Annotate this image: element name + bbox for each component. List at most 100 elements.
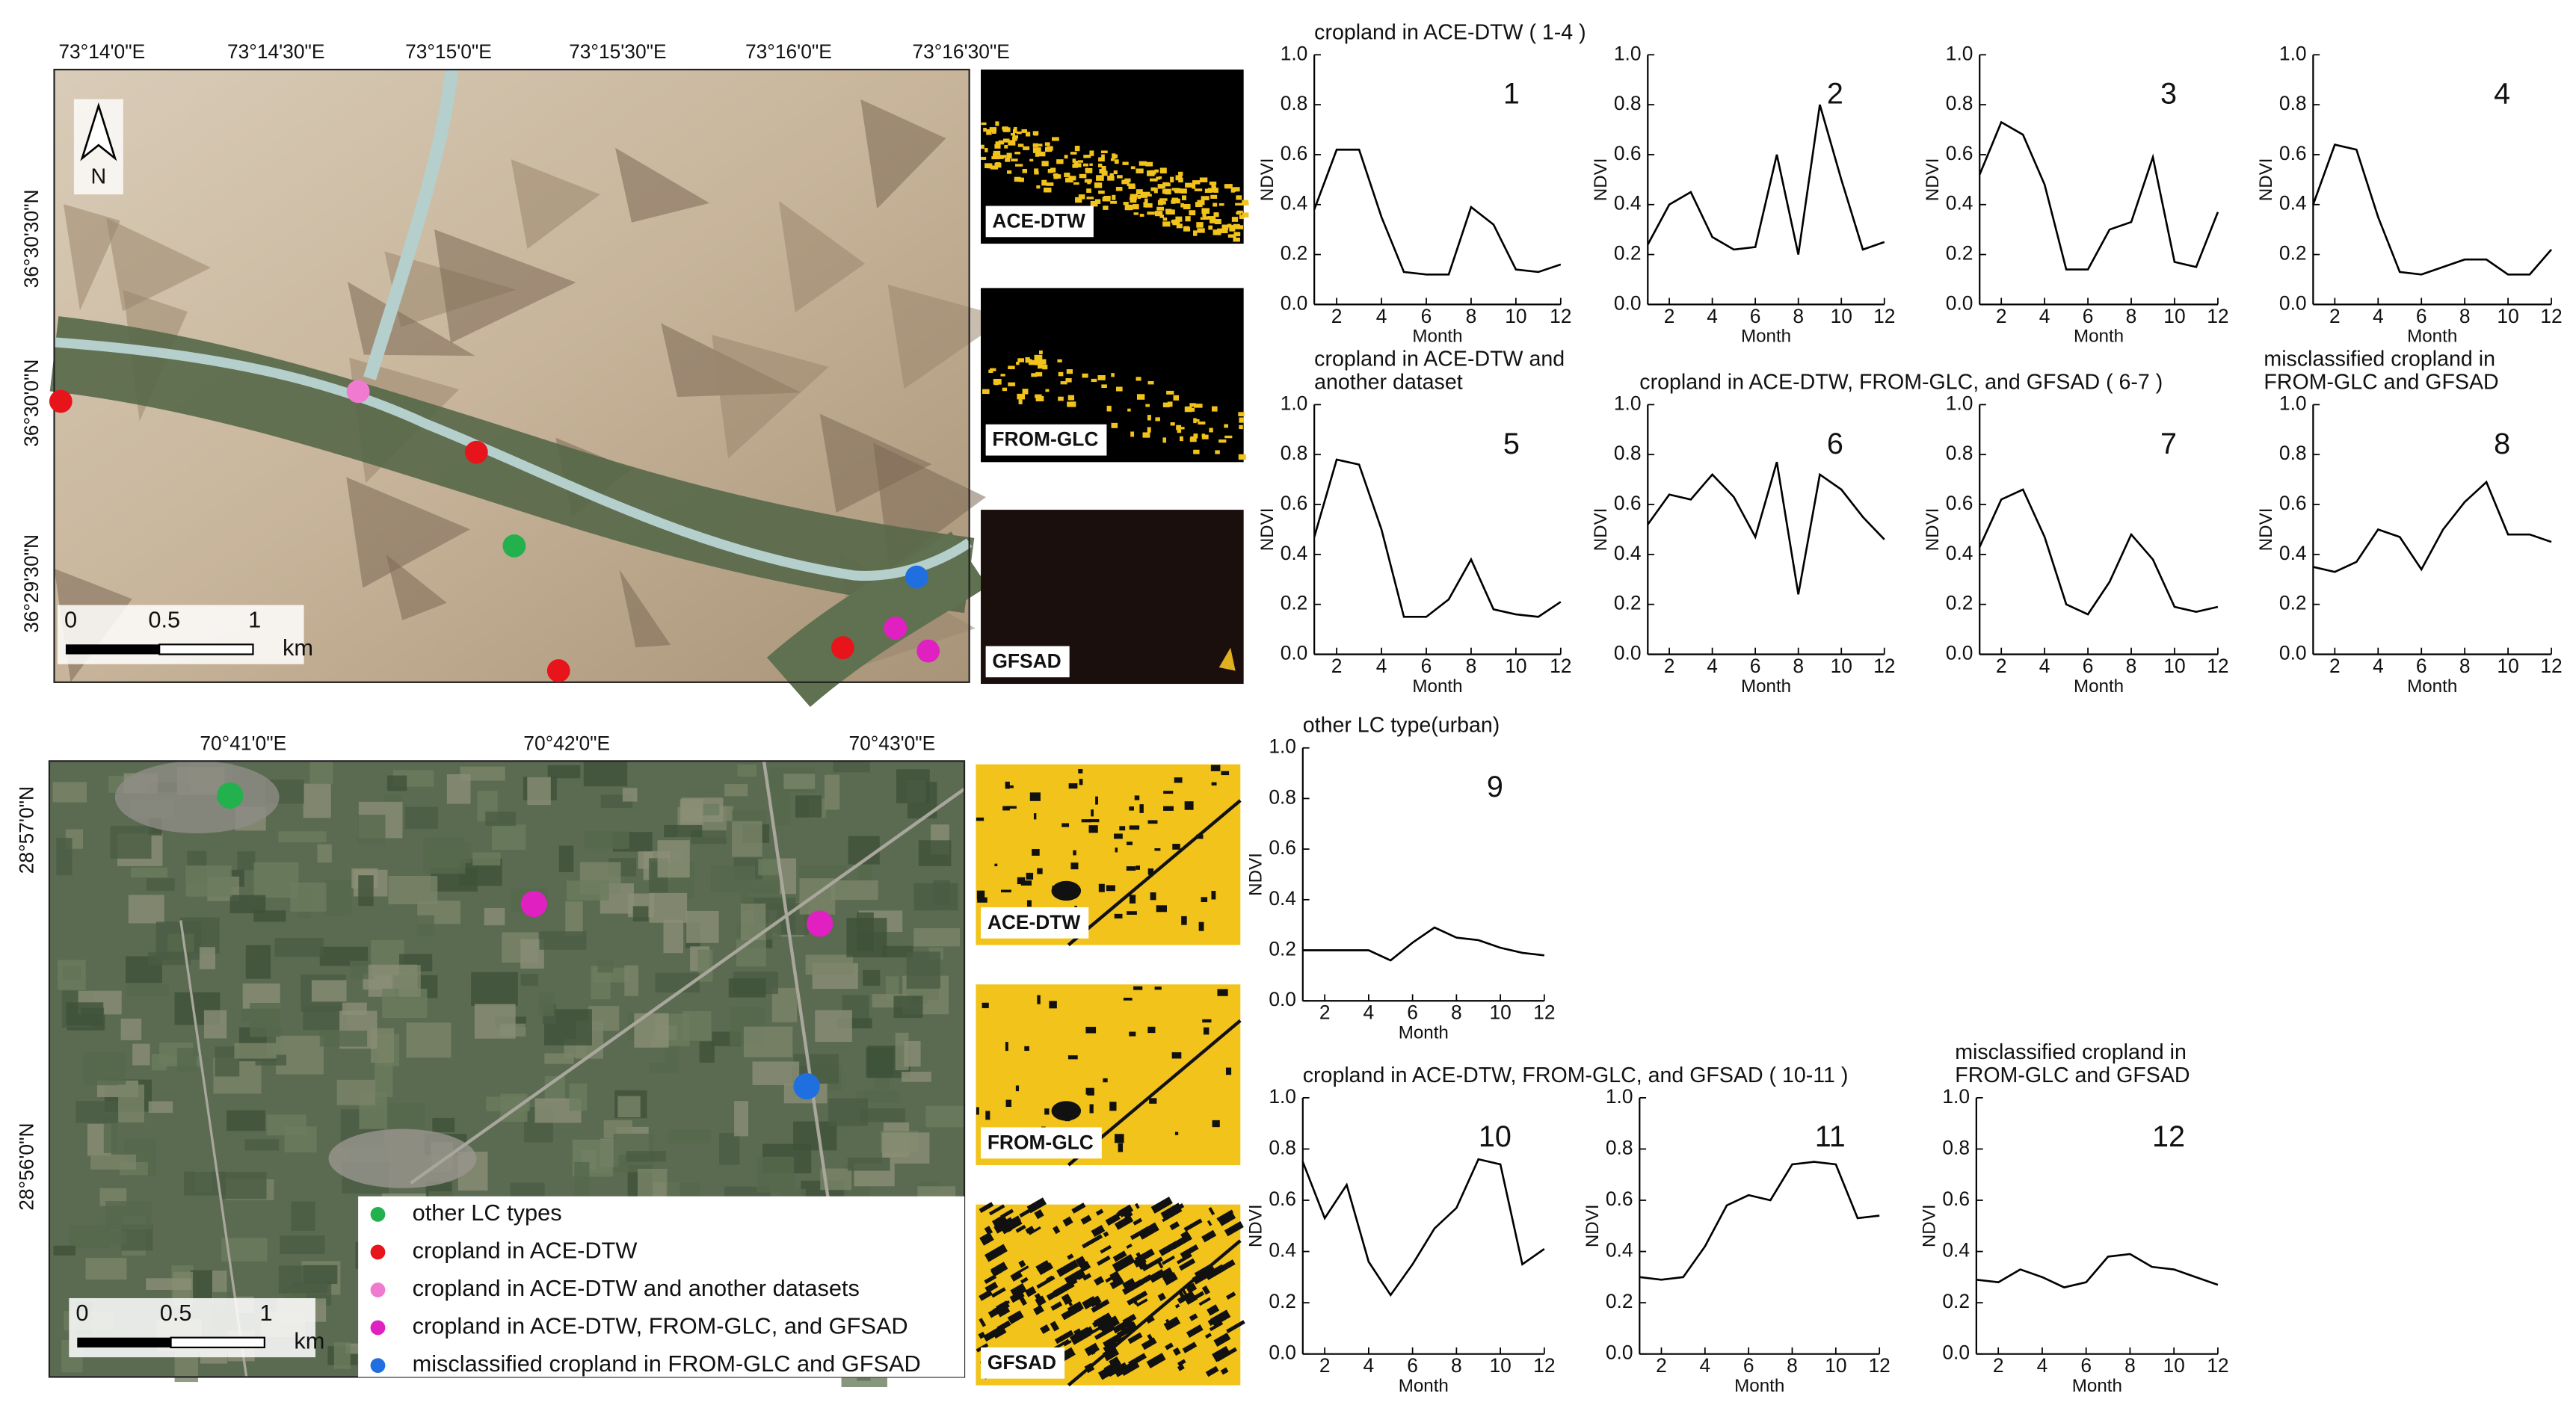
pixel [1005, 1042, 1008, 1052]
pixel [1185, 216, 1191, 222]
map-label-box [981, 1347, 1065, 1379]
pixel [1107, 1362, 1128, 1377]
pixel [979, 1289, 993, 1301]
coordinate-label: 70°43'0"E [848, 732, 935, 754]
map-frame [53, 68, 970, 683]
pixel [1176, 223, 1183, 229]
pixel [1233, 237, 1240, 242]
pixel [1124, 204, 1133, 211]
pixel [1105, 1213, 1121, 1226]
pixel [1010, 1270, 1023, 1282]
pixel [1079, 173, 1087, 179]
legend-marker [370, 1358, 386, 1373]
pixel [1218, 1211, 1236, 1226]
ndvi-line [1979, 488, 2219, 616]
map-label: FROM-GLC [987, 1131, 1094, 1153]
field [805, 954, 854, 975]
field [118, 1084, 145, 1123]
pixel [1050, 1301, 1063, 1311]
field [358, 875, 374, 907]
pixel [1199, 177, 1208, 182]
y-tick-label: 0.6 [1269, 836, 1296, 859]
pixel [1171, 220, 1180, 224]
y-tick-label: 0.4 [1281, 542, 1308, 564]
field [440, 842, 472, 863]
pixel [1147, 820, 1158, 824]
pixel [1091, 1224, 1106, 1238]
pixel [1112, 154, 1118, 158]
y-tick-label: 0.4 [1269, 1239, 1296, 1262]
pixel [1214, 219, 1221, 225]
pixel [1224, 1220, 1244, 1237]
ndvi-chart: 0.0 0.2 0.4 0.6 0.8 1.0 2 4 6 8 10 12 Month NDVI 7 [1923, 392, 2228, 696]
pixel [1082, 1273, 1092, 1281]
sample-point [546, 659, 570, 682]
x-tick-label: 10 [2497, 305, 2518, 327]
pixel [1156, 176, 1161, 180]
pixel [1202, 1019, 1212, 1023]
ndvi-chart: 0.0 0.2 0.4 0.6 0.8 1.0 2 4 6 8 10 12 Month NDVI 10 cro… [1246, 1063, 1849, 1396]
pixel [1178, 1291, 1186, 1300]
pixel [1078, 194, 1085, 200]
pixel [1242, 200, 1248, 204]
x-tick-label: 8 [2459, 655, 2471, 677]
y-tick-label: 0.6 [1281, 492, 1308, 514]
x-tick-label: 6 [1407, 1001, 1418, 1024]
pixel [1082, 1234, 1103, 1249]
pixel [1005, 781, 1010, 789]
pixel [1212, 229, 1221, 235]
pixel [1169, 1221, 1180, 1231]
pixel [1114, 159, 1119, 164]
pixel [1157, 1292, 1166, 1301]
y-axis-label: NDVI [1923, 158, 1943, 201]
pixel [1147, 212, 1155, 215]
pixel [979, 1202, 994, 1214]
field [278, 831, 327, 843]
pixel [1165, 188, 1171, 195]
chart-title: cropland in ACE-DTW, FROM-GLC, and GFSAD… [1639, 370, 2163, 394]
pixel [1045, 146, 1053, 152]
north-arrow [80, 102, 117, 161]
ndvi-line [1976, 1253, 2219, 1288]
pixel [1237, 225, 1244, 229]
pixel [1195, 419, 1200, 422]
chart-title: misclassified cropland in [1955, 1040, 2187, 1064]
pixel [1050, 167, 1056, 173]
field [833, 761, 870, 773]
sample-point [346, 380, 370, 404]
y-axis-label: NDVI [2256, 158, 2276, 201]
scale-label: 0.5 [148, 607, 180, 633]
field [544, 1053, 574, 1064]
legend-label: other LC types [413, 1200, 562, 1226]
pixel [1238, 454, 1246, 460]
pixel [1101, 154, 1105, 158]
field [146, 878, 175, 891]
pixel [1230, 187, 1235, 193]
ndvi-line [1313, 458, 1562, 618]
x-tick-label: 12 [1550, 655, 1571, 677]
pixel [1165, 211, 1171, 214]
map-label: ACE-DTW [987, 911, 1081, 933]
legend-box [358, 1196, 965, 1377]
pixel [1133, 1255, 1147, 1268]
field [375, 1061, 393, 1098]
pixel [977, 897, 987, 903]
ndvi-chart: 0.0 0.2 0.4 0.6 0.8 1.0 2 4 6 8 10 12 Month NDVI 9 othe… [1246, 714, 1556, 1043]
pixel [1032, 848, 1040, 856]
pixel [1133, 986, 1143, 990]
pixel [1111, 373, 1115, 377]
ndvi-chart: 0.0 0.2 0.4 0.6 0.8 1.0 2 4 6 8 10 12 Month NDVI 6 crop… [1591, 370, 2163, 696]
pixel [1021, 129, 1028, 133]
pixel [979, 1318, 987, 1327]
x-tick-label: 4 [1376, 305, 1387, 327]
pixel [1133, 1217, 1143, 1226]
pixel [1091, 1321, 1097, 1328]
pixel [1163, 806, 1174, 811]
pixel [1229, 226, 1236, 232]
pixel [1097, 374, 1106, 380]
pixel [1006, 152, 1012, 158]
x-tick-label: 6 [2083, 655, 2094, 677]
y-tick-label: 1.0 [1946, 392, 1973, 414]
field [724, 784, 748, 797]
pixel [1114, 913, 1123, 919]
